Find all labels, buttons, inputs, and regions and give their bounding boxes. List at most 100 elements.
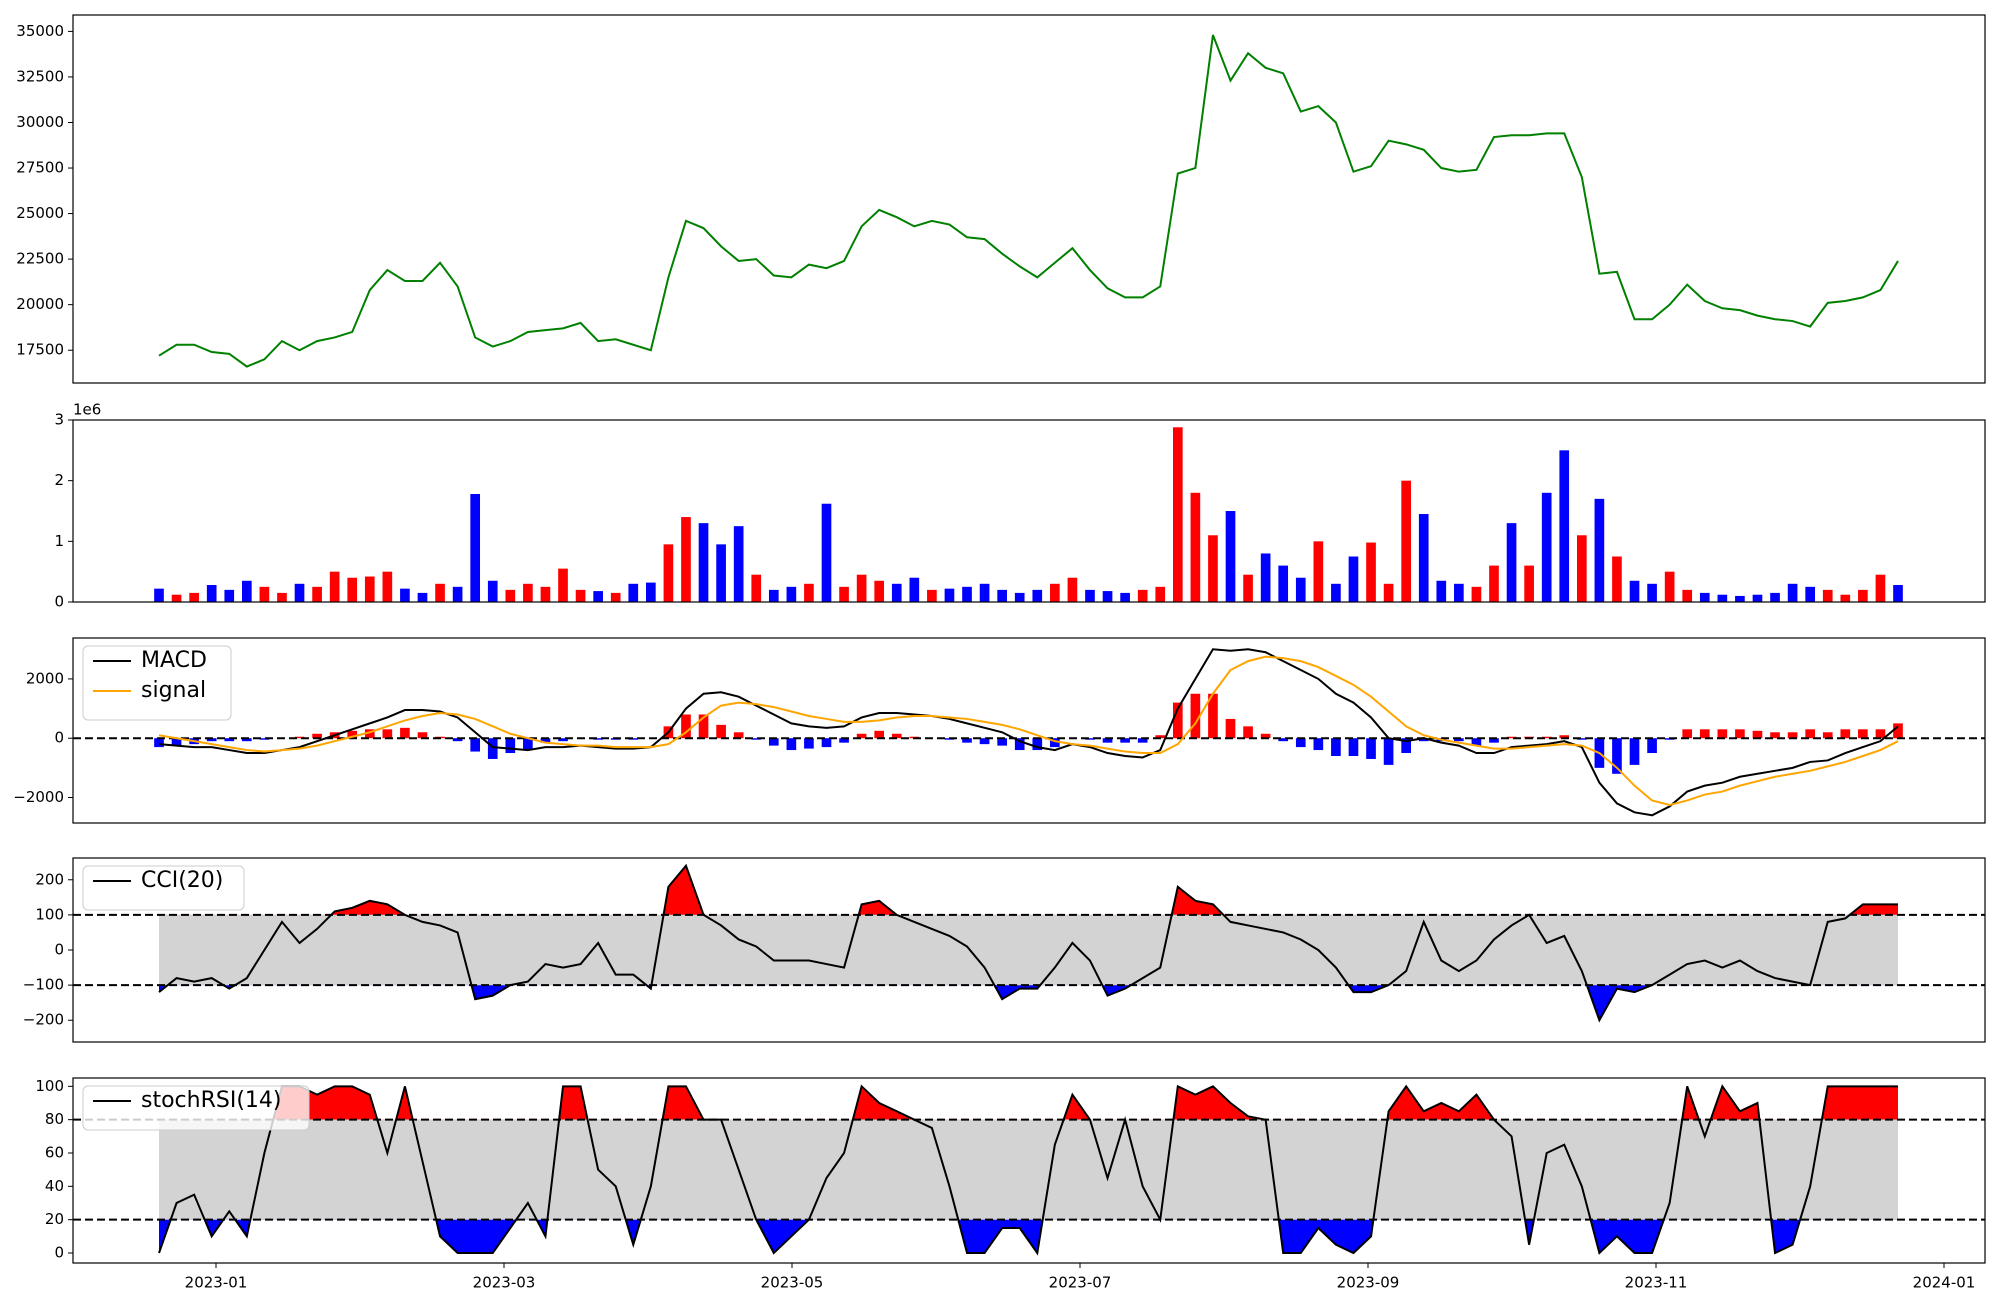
y-tick-label: 27500 xyxy=(16,159,64,177)
histogram-bar xyxy=(1770,732,1780,739)
histogram-bar xyxy=(400,727,410,739)
bar xyxy=(1155,586,1166,602)
bar xyxy=(628,583,639,602)
histogram-bar xyxy=(206,738,217,742)
legend: stochRSI(14) xyxy=(82,1085,310,1131)
legend: CCI(20) xyxy=(82,865,245,911)
bar xyxy=(1506,523,1517,602)
histogram-bar xyxy=(294,736,305,739)
bar xyxy=(1664,571,1675,602)
bar xyxy=(839,586,849,602)
histogram-bar xyxy=(523,738,533,751)
bar xyxy=(1172,427,1183,602)
histogram-bar xyxy=(839,738,849,743)
y-tick-label: 100 xyxy=(35,1077,64,1095)
histogram-bar xyxy=(628,738,639,740)
y-tick-label: 25000 xyxy=(16,204,64,222)
bar xyxy=(768,589,779,602)
histogram-bar xyxy=(1366,738,1376,759)
histogram-bar xyxy=(1647,738,1657,754)
y-tick-label: 32500 xyxy=(16,67,64,85)
histogram-bar xyxy=(1506,736,1517,739)
histogram-bar xyxy=(1717,729,1728,739)
legend-box xyxy=(82,645,232,721)
bar xyxy=(874,580,885,602)
bar xyxy=(241,580,252,602)
histogram-bar xyxy=(716,724,726,739)
panel: 17500 20000 22500 25000 27500 30000 32500 35000 xyxy=(16,14,1986,384)
bar xyxy=(417,592,428,602)
plot-frame xyxy=(72,637,1986,824)
histogram-bar xyxy=(470,738,481,752)
histogram-bar xyxy=(1172,702,1183,739)
bar xyxy=(751,574,762,602)
bar xyxy=(1366,542,1376,602)
bar xyxy=(364,576,375,602)
legend-label: MACD xyxy=(141,648,207,673)
histogram-bar xyxy=(1752,730,1763,739)
bar xyxy=(962,586,972,602)
histogram-bar xyxy=(154,738,164,748)
histogram-bar xyxy=(1787,732,1798,739)
bar xyxy=(1629,580,1640,602)
y-tick-label: 30000 xyxy=(16,113,64,131)
bar xyxy=(1331,583,1341,602)
bar xyxy=(1594,498,1605,602)
bar xyxy=(1032,589,1043,602)
bar xyxy=(206,585,217,602)
bar xyxy=(1787,583,1798,602)
bar xyxy=(821,503,832,602)
legend-box xyxy=(82,865,245,911)
bar xyxy=(1208,535,1218,602)
histogram-bar xyxy=(505,738,516,754)
histogram-bar xyxy=(1576,738,1587,740)
histogram-bar xyxy=(1120,738,1130,743)
fill-above xyxy=(273,1086,1898,1120)
y-tick-label: −100 xyxy=(23,976,64,994)
histogram-bar xyxy=(1348,738,1359,756)
histogram-bar xyxy=(979,738,990,745)
bar xyxy=(1014,592,1025,602)
histogram-bar xyxy=(1190,693,1201,739)
bar xyxy=(1067,577,1078,602)
y-tick-label: 17500 xyxy=(16,341,64,359)
y-tick-label: 20 xyxy=(45,1210,64,1228)
bar xyxy=(1085,589,1095,602)
bar xyxy=(470,494,481,602)
y-tick-label: 0 xyxy=(54,729,64,747)
bar xyxy=(400,588,410,602)
x-tick-label: 2023-07 xyxy=(1049,1274,1112,1292)
histogram-bar xyxy=(786,738,797,751)
bar xyxy=(663,544,674,602)
bar xyxy=(1050,583,1060,602)
bar xyxy=(1454,583,1464,602)
panel: 0 20 40 60 80 100 stochRSI(14) 2023-01 2023-03 20… xyxy=(35,1077,1986,1292)
bar xyxy=(1436,580,1447,602)
bar xyxy=(979,583,990,602)
bar xyxy=(1120,592,1130,602)
bar xyxy=(646,582,656,602)
bar xyxy=(347,577,358,602)
bar xyxy=(1524,565,1534,602)
bar xyxy=(804,583,814,602)
histogram-bar xyxy=(1735,729,1745,739)
bar xyxy=(1278,565,1289,602)
histogram-bar xyxy=(1243,726,1253,739)
bar xyxy=(1576,535,1587,602)
histogram-bar xyxy=(962,738,972,743)
bar xyxy=(856,574,867,602)
x-tick-label: 2023-03 xyxy=(473,1274,536,1292)
bar xyxy=(1858,589,1868,602)
histogram-bar xyxy=(768,738,779,746)
histogram-bar xyxy=(1699,729,1710,739)
bar xyxy=(523,583,533,602)
bar xyxy=(1348,556,1359,602)
bar xyxy=(681,517,691,602)
histogram-bar xyxy=(540,738,551,743)
bar xyxy=(1295,577,1306,602)
bar xyxy=(224,589,235,602)
histogram-bar xyxy=(593,738,603,740)
histogram-bar xyxy=(382,729,393,739)
histogram-bar xyxy=(1102,738,1113,743)
bar xyxy=(1489,565,1499,602)
